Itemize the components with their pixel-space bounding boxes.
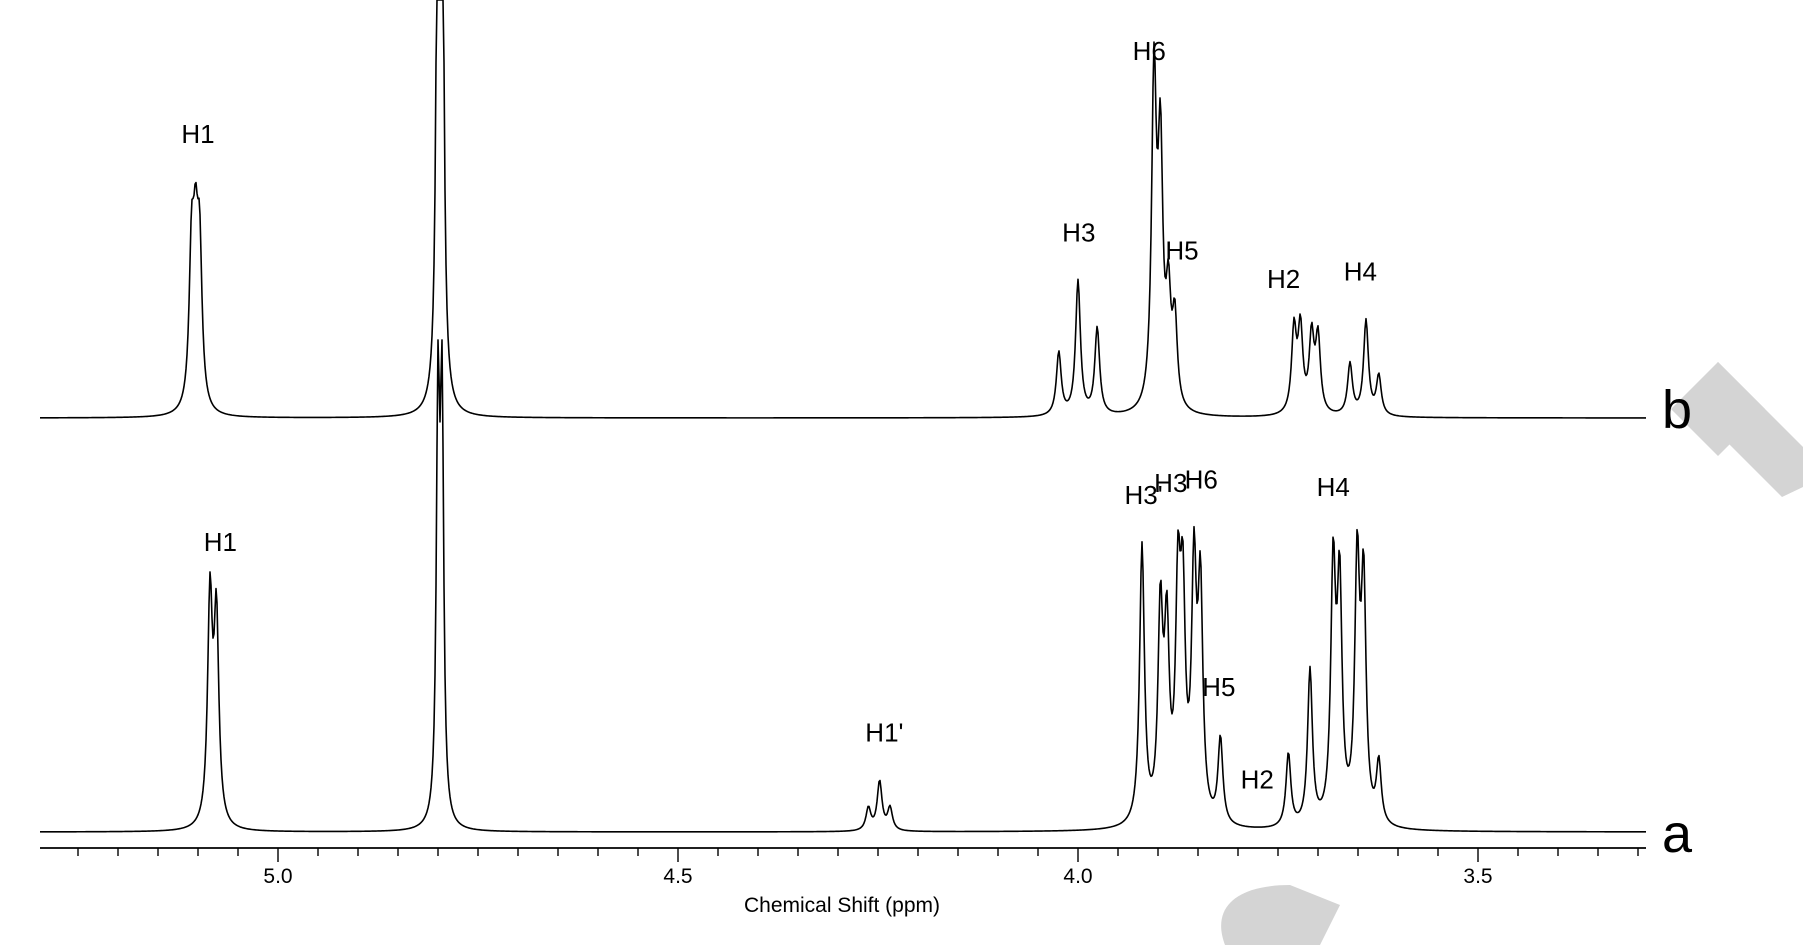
peak-label-a-4: H6 bbox=[1185, 465, 1218, 495]
peak-label-b-3: H5 bbox=[1165, 236, 1198, 266]
x-tick-label: 4.0 bbox=[1063, 865, 1092, 888]
trace-label-a: a bbox=[1662, 804, 1693, 864]
peak-label-a-3: H3 bbox=[1154, 468, 1187, 498]
peak-label-b-4: H2 bbox=[1267, 264, 1300, 294]
peak-label-b-5: H4 bbox=[1344, 257, 1377, 287]
peak-label-a-5: H5 bbox=[1202, 672, 1235, 702]
peak-label-a-0: H1 bbox=[204, 527, 237, 557]
peak-label-a-2: H3' bbox=[1124, 480, 1162, 510]
watermark bbox=[1221, 362, 1803, 945]
x-axis-ticks bbox=[77, 848, 1639, 862]
watermark-arc bbox=[1221, 885, 1340, 945]
x-axis-tick-labels: 5.0 4.5 4.0 3.5 bbox=[263, 865, 1492, 888]
peak-label-a-6: H2 bbox=[1241, 765, 1274, 795]
spectrum-line-b bbox=[40, 0, 1646, 419]
spectrum-trace-b bbox=[40, 0, 1646, 419]
peak-label-b-2: H6 bbox=[1133, 36, 1166, 66]
x-tick-label: 3.5 bbox=[1463, 865, 1492, 888]
x-tick-label: 4.5 bbox=[663, 865, 692, 888]
spectrum-trace-a bbox=[40, 339, 1646, 833]
peak-label-a-1: H1' bbox=[865, 718, 903, 748]
x-axis-title: Chemical Shift (ppm) bbox=[744, 894, 940, 917]
peak-label-b-1: H3 bbox=[1062, 217, 1095, 247]
spectrum-line-a bbox=[40, 339, 1646, 833]
watermark-chevron bbox=[1671, 362, 1765, 456]
peak-label-b-0: H1 bbox=[181, 119, 214, 149]
x-tick-label: 5.0 bbox=[263, 865, 292, 888]
peak-label-a-7: H4 bbox=[1317, 472, 1350, 502]
trace-label-b: b bbox=[1662, 380, 1692, 440]
